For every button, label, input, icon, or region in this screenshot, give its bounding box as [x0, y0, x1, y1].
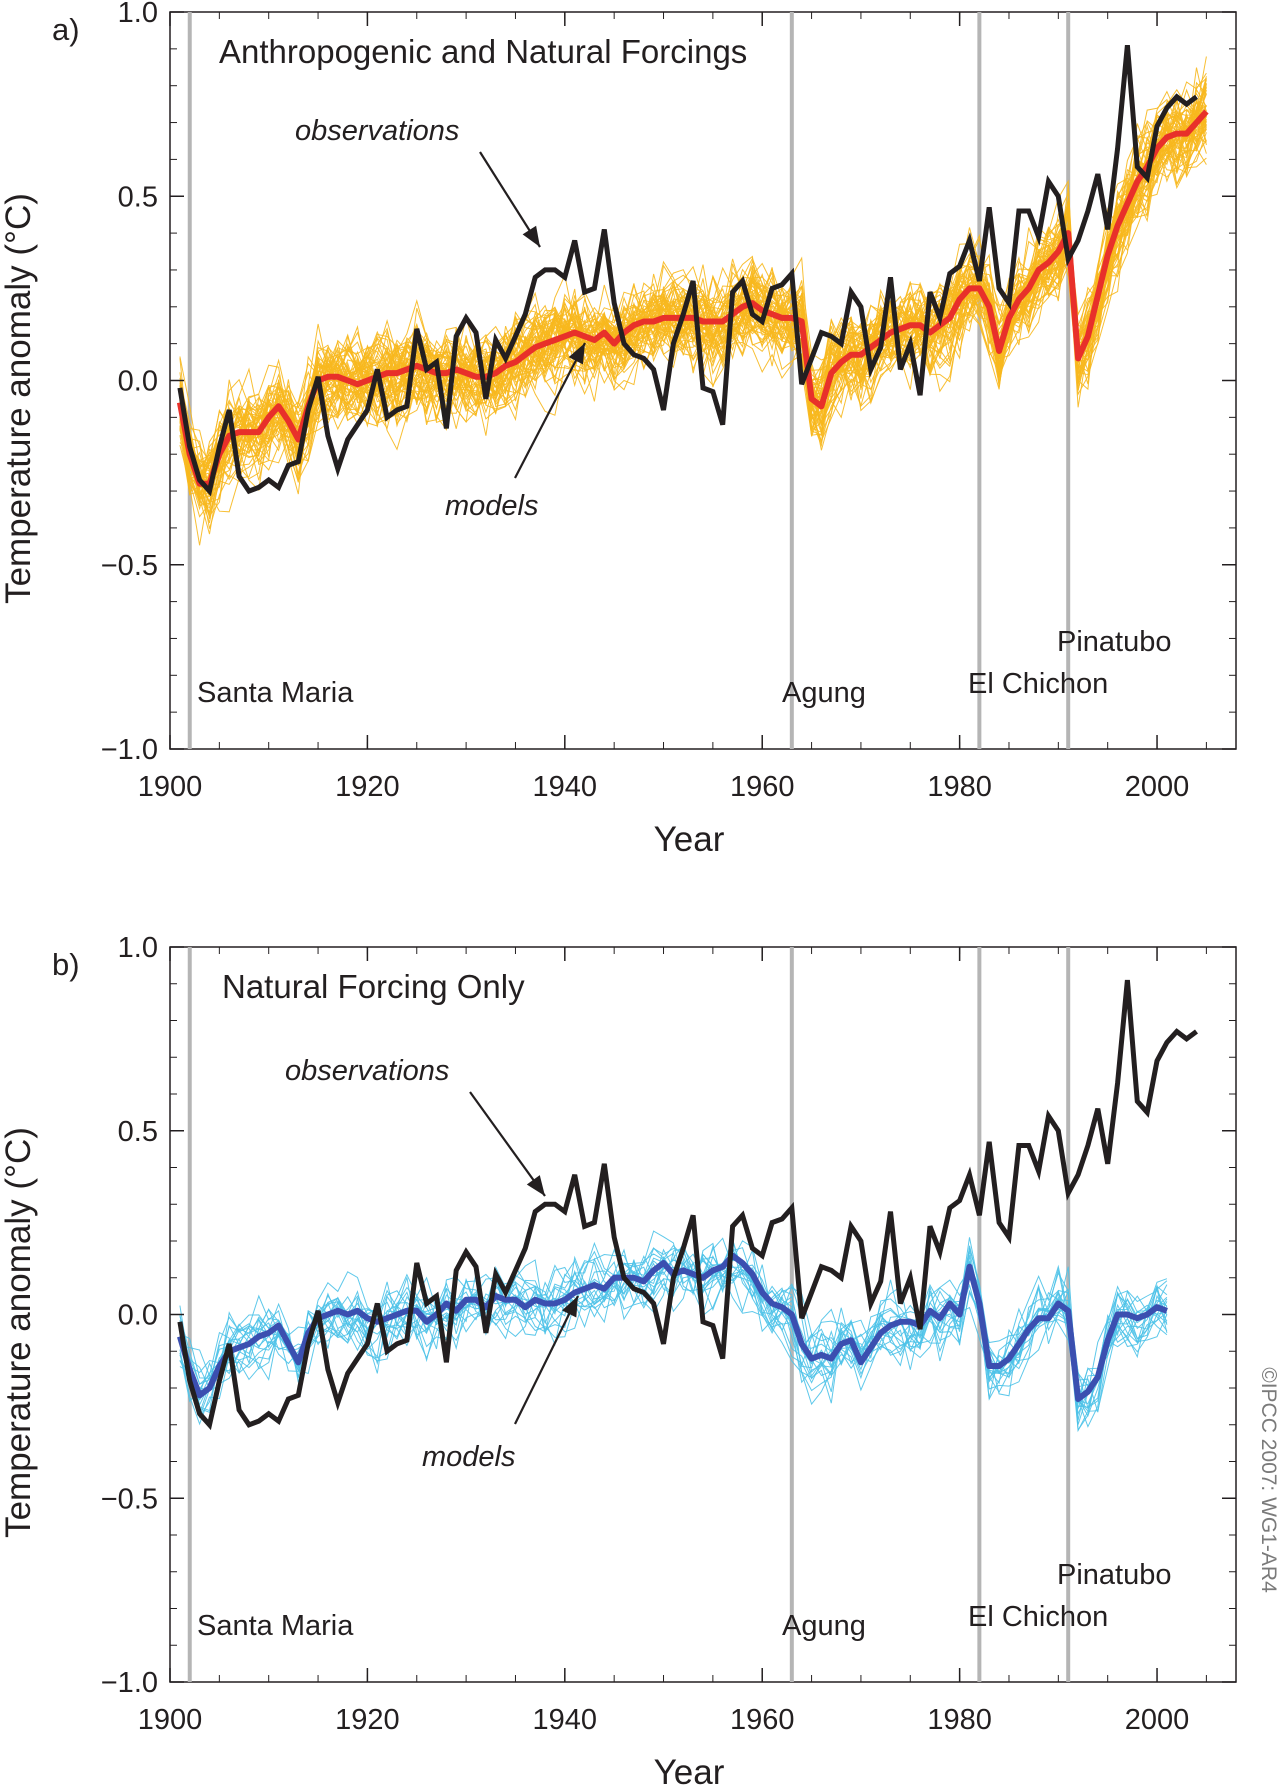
- x-tick-label: 1940: [533, 771, 598, 803]
- model-run-line: [179, 98, 1207, 513]
- panel-title: Anthropogenic and Natural Forcings: [219, 33, 747, 70]
- observations-arrow-head: [522, 225, 540, 247]
- observations-line: [177, 44, 1198, 497]
- panel-label: b): [52, 947, 80, 982]
- volcano-label-pinatubo: Pinatubo: [1057, 626, 1172, 658]
- y-tick-label: 0.5: [118, 1116, 158, 1148]
- x-tick-label: 1960: [730, 771, 795, 803]
- x-axis-title: Year: [654, 1753, 725, 1789]
- model-runs-group: [179, 1230, 1168, 1433]
- copyright-text: ©IPCC 2007: WG1-AR4: [1257, 1367, 1280, 1593]
- model-run-line: [179, 100, 1207, 511]
- y-tick-label: −0.5: [101, 550, 158, 582]
- volcano-label-el-chichon: El Chichon: [968, 668, 1108, 700]
- models-arrow-shaft: [514, 1295, 579, 1425]
- models-arrow-head: [562, 1296, 578, 1318]
- models-annotation: models: [445, 490, 539, 522]
- x-tick-label: 2000: [1125, 771, 1190, 803]
- x-tick-label: 1940: [533, 1704, 598, 1736]
- volcano-label-santa-maria: Santa Maria: [197, 677, 354, 709]
- y-tick-label: 1.0: [118, 0, 158, 29]
- volcano-label-pinatubo: Pinatubo: [1057, 1559, 1172, 1591]
- chart-panel-a: 1.0 0.5 0.0 −0.5 −1.0 1900 1920 1940 1960 1980 200…: [0, 0, 1237, 859]
- x-tick-label: 1920: [335, 1704, 400, 1736]
- models-arrow-head: [568, 343, 585, 365]
- volcano-label-santa-maria: Santa Maria: [197, 1610, 354, 1642]
- y-tick-label: 0.5: [118, 181, 158, 213]
- model-run-line: [179, 1253, 1168, 1433]
- x-tick-label: 1900: [138, 1704, 203, 1736]
- y-axis-title: Temperature anomaly (°C): [0, 1127, 38, 1538]
- observations-annotation: observations: [295, 115, 459, 147]
- observations-arrow-shaft: [469, 1091, 546, 1197]
- model-run-line: [179, 1230, 1168, 1414]
- x-axis-title: Year: [654, 820, 725, 859]
- observations-line: [177, 979, 1198, 1431]
- observations-arrow-head: [526, 1175, 545, 1196]
- y-tick-label: −1.0: [101, 1667, 158, 1699]
- models-annotation: models: [422, 1441, 516, 1473]
- y-tick-label: 0.0: [118, 1300, 158, 1332]
- chart-panel-b: 1.0 0.5 0.0 −0.5 −1.0 1900 1920 1940 1960 1980 200…: [0, 932, 1237, 1789]
- x-tick-label: 1980: [927, 771, 992, 803]
- model-run-line: [179, 90, 1207, 495]
- y-tick-label: 1.0: [118, 932, 158, 964]
- observations-annotation: observations: [285, 1055, 449, 1087]
- volcano-label-agung: Agung: [782, 677, 866, 709]
- x-tick-label: 1920: [335, 771, 400, 803]
- y-axis-title: Temperature anomaly (°C): [0, 193, 38, 604]
- x-tick-label: 1960: [730, 1704, 795, 1736]
- x-tick-label: 1900: [138, 771, 203, 803]
- panel-title: Natural Forcing Only: [222, 968, 525, 1005]
- x-tick-label: 1980: [927, 1704, 992, 1736]
- model-run-line: [179, 1241, 1168, 1419]
- model-run-line: [179, 1244, 1168, 1400]
- y-tick-label: −1.0: [101, 734, 158, 766]
- model-mean-line: [176, 109, 1209, 487]
- model-run-line: [179, 1247, 1168, 1399]
- y-tick-label: 0.0: [118, 366, 158, 398]
- panel-label: a): [52, 12, 80, 47]
- models-arrow-shaft: [514, 342, 586, 479]
- y-tick-label: −0.5: [101, 1483, 158, 1515]
- volcano-label-agung: Agung: [782, 1610, 866, 1642]
- model-run-line: [179, 1240, 1168, 1410]
- x-tick-label: 2000: [1125, 1704, 1190, 1736]
- volcano-label-el-chichon: El Chichon: [968, 1601, 1108, 1633]
- model-run-line: [179, 1238, 1168, 1404]
